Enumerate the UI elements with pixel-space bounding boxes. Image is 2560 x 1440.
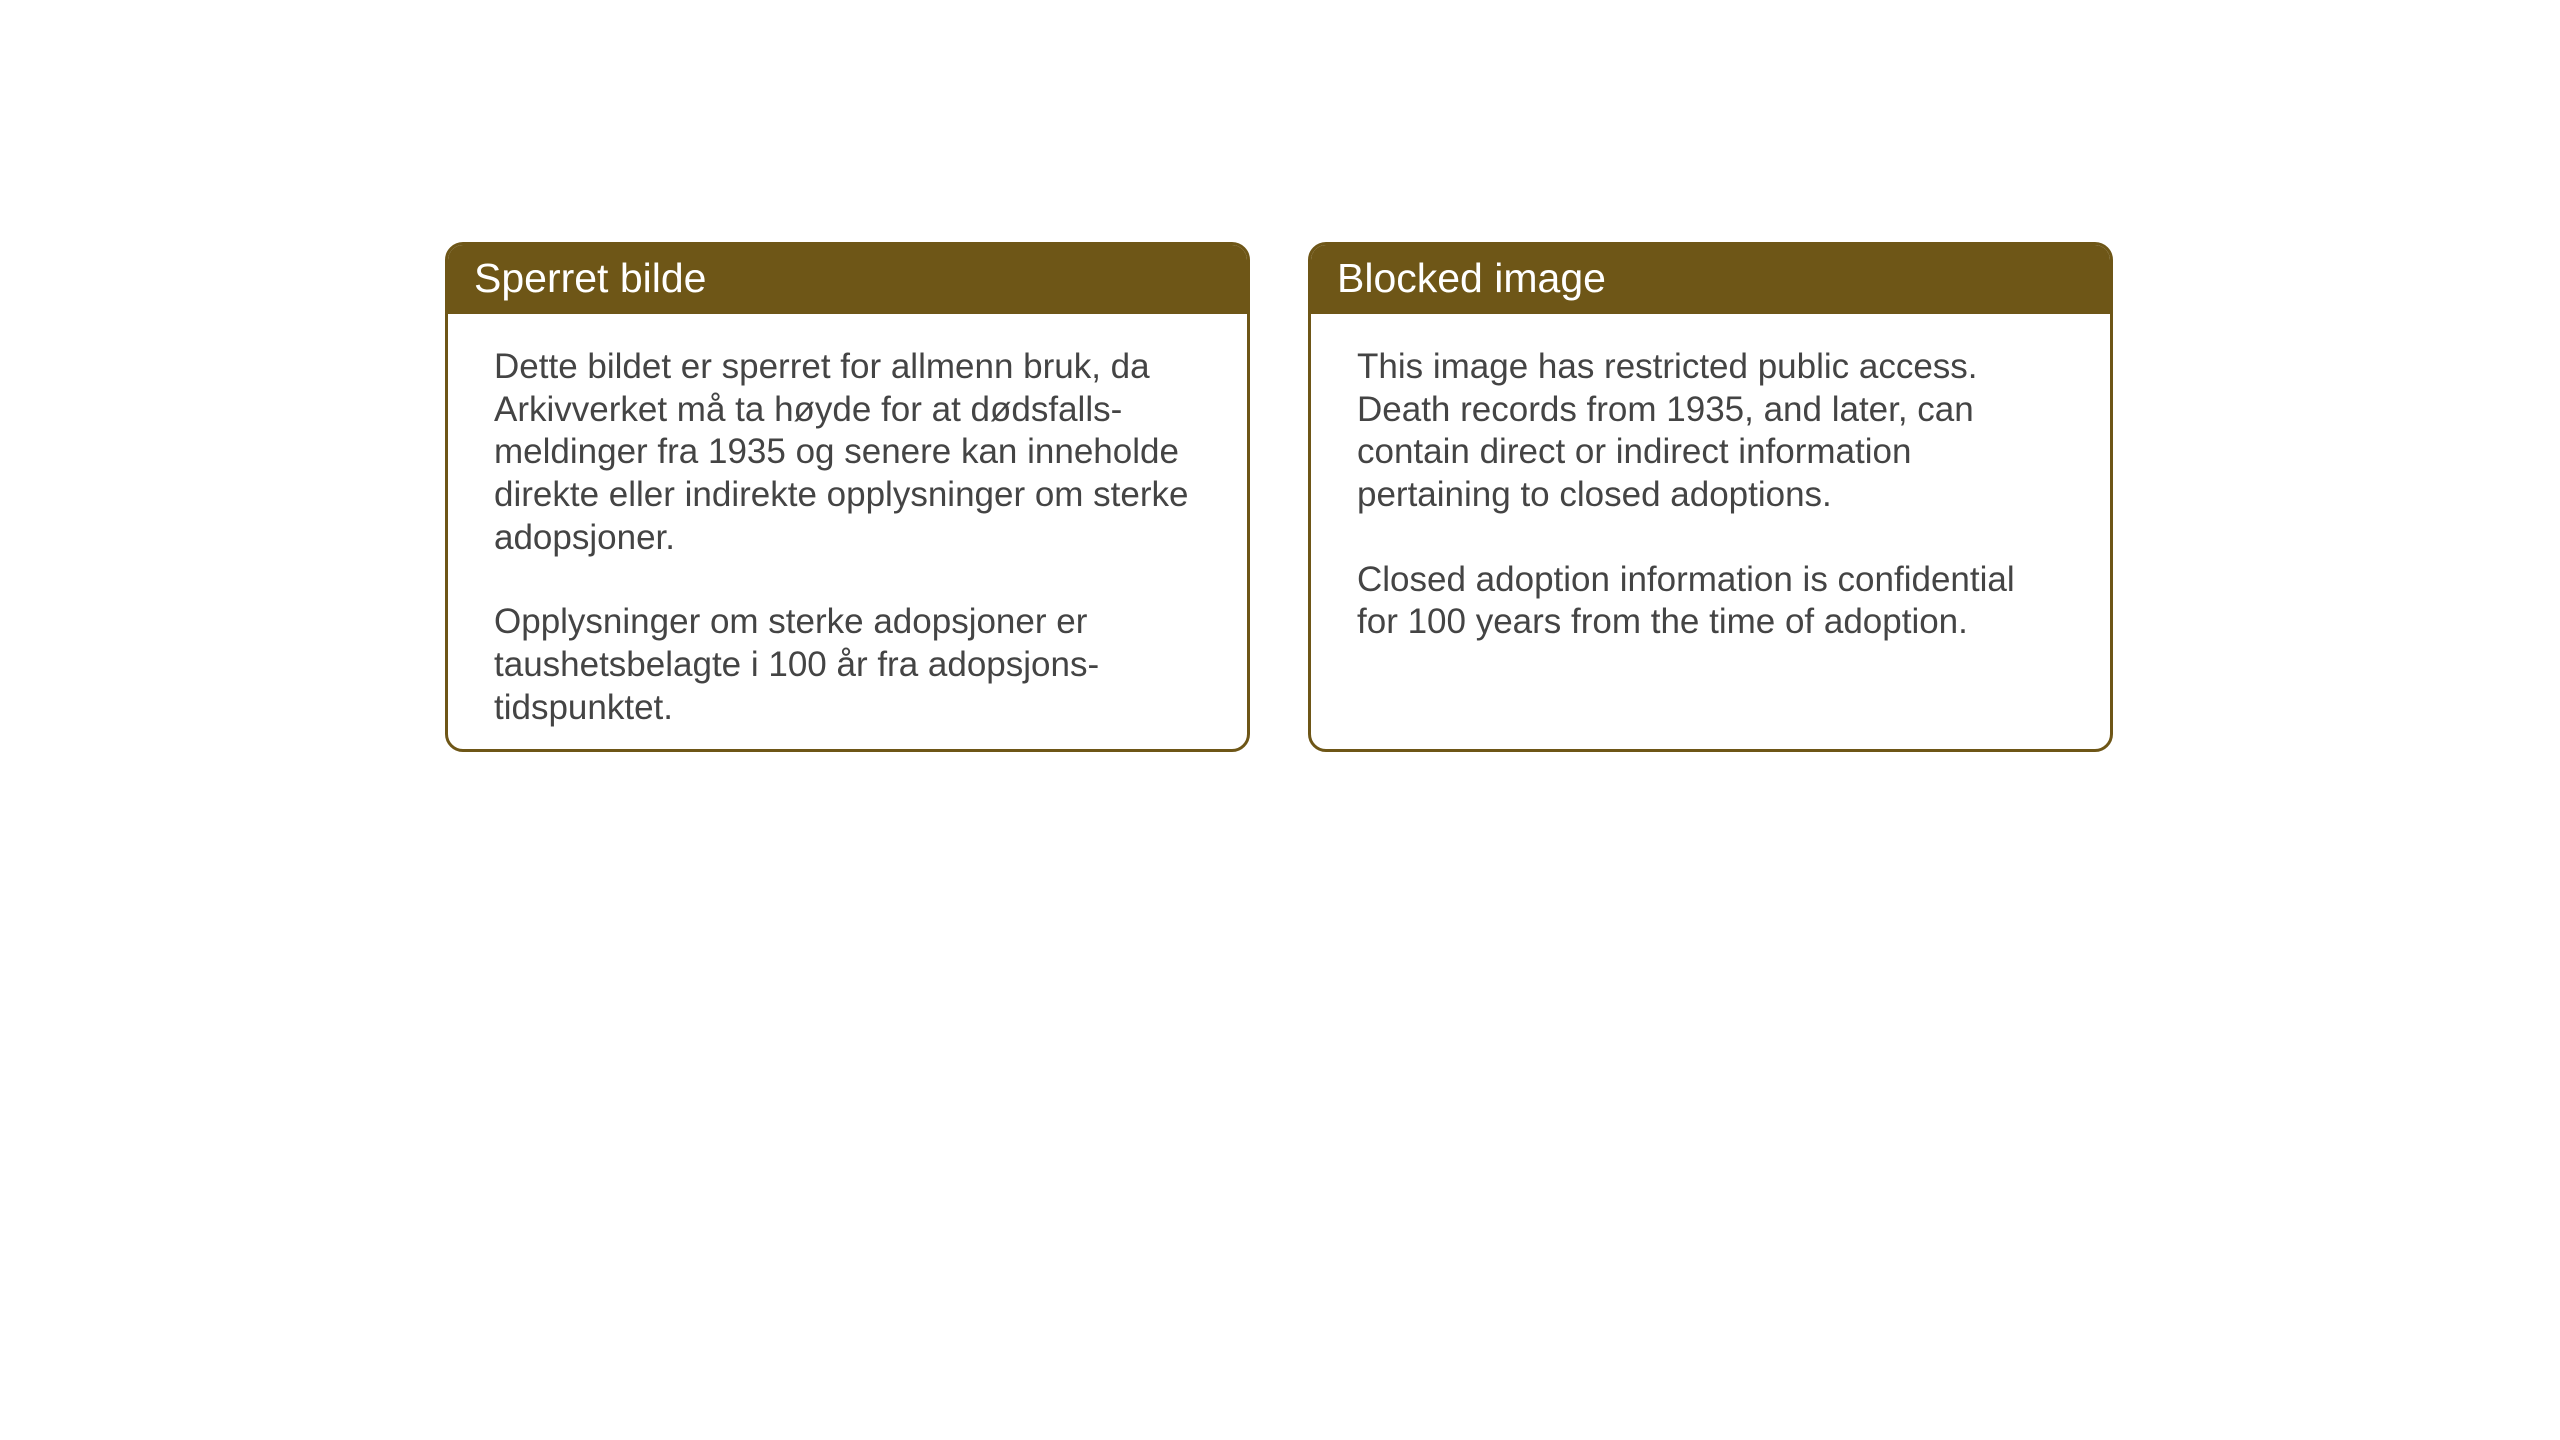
norwegian-card-body: Dette bildet er sperret for allmenn bruk… [448,314,1247,752]
norwegian-card-title: Sperret bilde [448,245,1247,314]
norwegian-notice-card: Sperret bilde Dette bildet er sperret fo… [445,242,1250,752]
english-card-title: Blocked image [1311,245,2110,314]
english-notice-card: Blocked image This image has restricted … [1308,242,2113,752]
norwegian-paragraph-1: Dette bildet er sperret for allmenn bruk… [494,346,1201,559]
norwegian-paragraph-2: Opplysninger om sterke adopsjoner er tau… [494,601,1201,729]
english-paragraph-1: This image has restricted public access.… [1357,346,2064,517]
notice-cards-container: Sperret bilde Dette bildet er sperret fo… [445,242,2113,752]
english-card-body: This image has restricted public access.… [1311,314,2110,676]
english-paragraph-2: Closed adoption information is confident… [1357,559,2064,644]
